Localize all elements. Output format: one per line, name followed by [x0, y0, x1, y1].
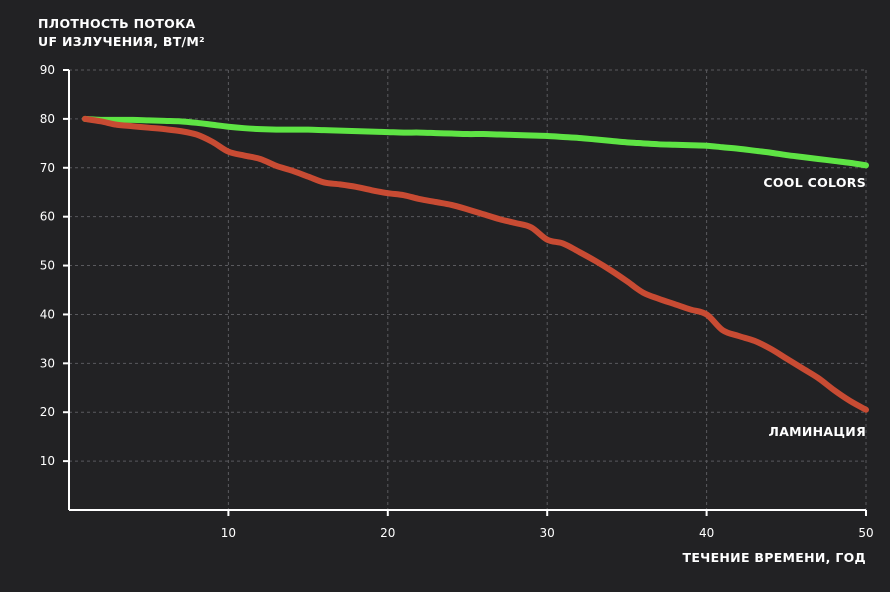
- y-tick-label: 80: [40, 112, 55, 126]
- axes: [63, 69, 867, 516]
- y-tick-label: 20: [40, 405, 55, 419]
- y-tick-label: 70: [40, 161, 55, 175]
- y-tick-label: 90: [40, 63, 55, 77]
- y-axis-label-line-2: UF ИЗЛУЧЕНИЯ, ВТ/М²: [38, 34, 205, 49]
- x-tick-label: 40: [699, 526, 714, 540]
- y-tick-label: 60: [40, 210, 55, 224]
- x-axis-label: ТЕЧЕНИЕ ВРЕМЕНИ, ГОД: [682, 550, 866, 565]
- series-line-cool-colors: [81, 115, 869, 169]
- x-tick-label: 20: [380, 526, 395, 540]
- series-line-lamination: [81, 115, 869, 413]
- series-label-cool-colors: COOL COLORS: [763, 175, 866, 190]
- y-tick-label: 50: [40, 259, 55, 273]
- y-tick-label: 30: [40, 356, 55, 370]
- series-label-lamination: ЛАМИНАЦИЯ: [768, 424, 866, 439]
- series-lines: [81, 115, 869, 413]
- y-tick-label: 10: [40, 454, 55, 468]
- y-axis-label-line-1: ПЛОТНОСТЬ ПОТОКА: [38, 16, 196, 31]
- grid-lines: [69, 69, 867, 510]
- x-tick-label: 10: [221, 526, 236, 540]
- tick-labels: 10 20 30 40 50 60 70 80 90 10 20 30 40 50: [40, 63, 874, 540]
- y-tick-label: 40: [40, 307, 55, 321]
- x-tick-label: 30: [540, 526, 555, 540]
- y-axis-label: ПЛОТНОСТЬ ПОТОКА UF ИЗЛУЧЕНИЯ, ВТ/М²: [38, 15, 205, 51]
- x-tick-label: 50: [858, 526, 873, 540]
